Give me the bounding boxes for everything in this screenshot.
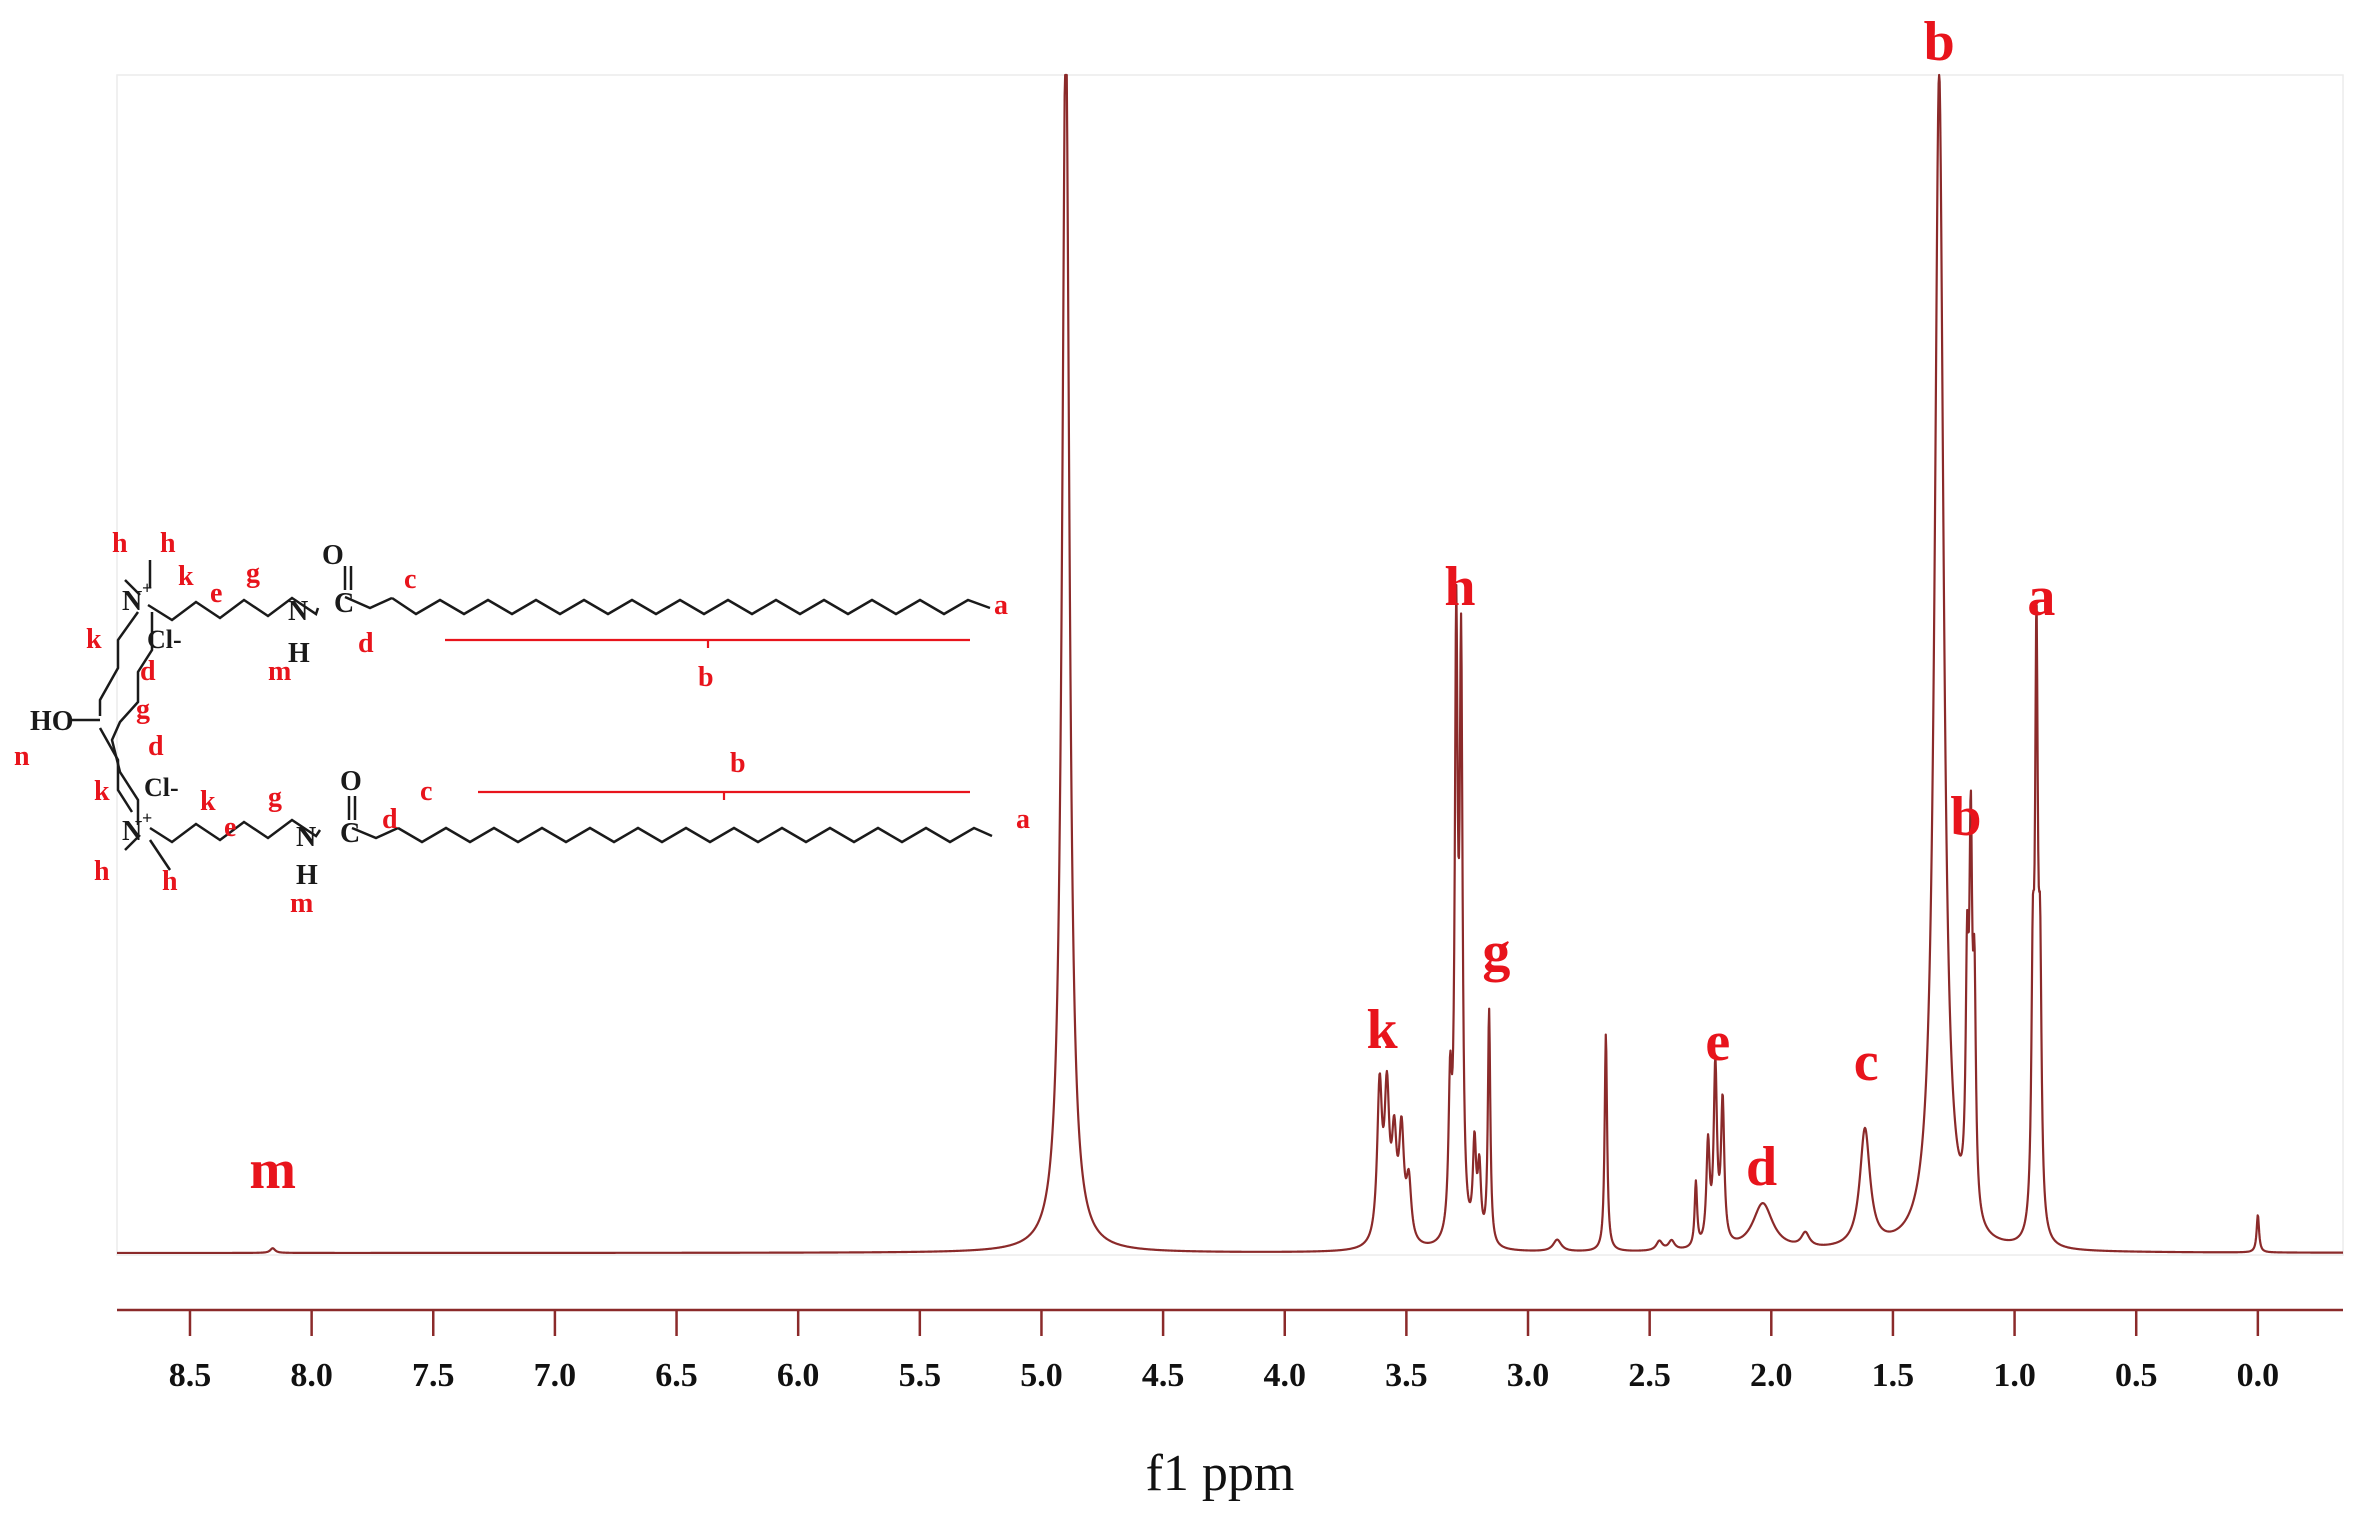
pos-label-core-g: g [136,694,150,725]
x-tick-label: 0.0 [2237,1357,2280,1394]
bond-bottom-methyl [124,834,141,851]
pos-label-top-a: a [994,590,1008,621]
pos-label-bottom-c: c [420,776,432,807]
atom-n-bottom: N [122,816,142,847]
peak-label-g: g [1482,921,1510,983]
bond-core-lower [98,727,134,813]
peak-label-k: k [1366,999,1398,1061]
atom-plus-bottom: + [142,808,152,828]
x-tick-label: 8.5 [169,1357,212,1394]
peak-label-c: c [1854,1031,1879,1093]
pos-label-top-g: g [246,558,260,589]
bond-bottom-tail [397,826,993,844]
structure-atoms: N + Cl- N H C HO Cl- N + N H C [30,578,360,891]
plot-frame [116,74,2344,1256]
atom-nh-bottom: N [296,822,316,853]
x-tick-label: 3.0 [1507,1357,1550,1394]
pos-label-top-o: O [322,540,344,571]
bond-top-tail [391,596,991,616]
atom-cl-top: Cl- [147,625,182,654]
x-tick-label: 2.5 [1628,1357,1671,1394]
x-tick-label: 2.0 [1750,1357,1793,1394]
pos-label-core-k1: k [86,624,102,655]
bond-top-methyl [124,579,141,596]
x-tick-label: 0.5 [2115,1357,2158,1394]
peak-label-b: b [1950,786,1981,848]
bond-bottom-methyl-2 [148,839,172,871]
pos-label-bottom-k2: k [200,786,216,817]
atom-plus-top: + [142,578,152,598]
x-tick-label: 5.5 [899,1357,942,1394]
structure-position-labels: h h k e g O c d m a b k d g d n k k e g … [14,528,1030,919]
x-axis-label: f1 ppm [1146,1445,1295,1502]
pos-label-top-h2: h [160,528,176,559]
chemical-structure: N + Cl- N H C HO Cl- N + N H C h h k e g… [14,528,1030,919]
spectrum-line [116,73,2344,1255]
atom-nh-top: N [288,596,308,627]
peak-label-d: d [1746,1136,1777,1198]
bond-top-linker [147,596,320,622]
x-tick-label: 6.0 [777,1357,820,1394]
bond-core-right [110,612,154,825]
bond-bottom-amide [351,826,399,840]
pos-label-bottom-h2: h [162,866,178,897]
x-tick-label: 6.5 [655,1357,698,1394]
pos-label-bottom-h1: h [94,856,110,887]
pos-label-top-e: e [210,578,222,609]
pos-label-core-d2: d [148,731,164,762]
x-tick-label: 4.0 [1263,1357,1306,1394]
peak-label-e: e [1705,1011,1730,1073]
pos-label-top-b: b [698,662,714,693]
x-tick-label: 1.5 [1872,1357,1915,1394]
pos-label-bottom-d: d [382,804,398,835]
pos-label-top-h1: h [112,528,128,559]
pos-label-bottom-g: g [268,782,282,813]
pos-label-bottom-m: m [290,888,313,919]
bond-core-left [98,611,140,716]
atom-h-bottom: H [296,860,318,891]
peak-label-a: a [2027,566,2055,628]
atom-c-bottom: C [340,818,360,849]
pos-label-core-d1: d [140,656,156,687]
pos-label-bottom-o: O [340,766,362,797]
peak-label-b: b [1924,11,1955,73]
pos-label-top-m: m [268,656,291,687]
bond-top-amide [344,595,393,610]
pos-label-bottom-b: b [730,748,746,779]
structure-bonds [70,560,993,871]
peak-label-m: m [249,1139,296,1201]
pos-label-top-d: d [358,628,374,659]
x-tick-label: 8.0 [290,1357,333,1394]
pos-label-bottom-k1: k [94,776,110,807]
pos-label-top-c: c [404,564,416,595]
x-tick-label: 7.5 [412,1357,455,1394]
x-tick-label: 7.0 [534,1357,577,1394]
x-axis-ticks: 8.5 8.0 7.5 7.0 6.5 6.0 5.5 5.0 4.5 4.0 3.5 3.0 2.5 2… [169,1310,2279,1394]
structure-b-brackets [445,638,970,800]
x-tick-label: 3.5 [1385,1357,1428,1394]
atom-h-top: H [288,638,310,669]
pos-label-bottom-a: a [1016,804,1030,835]
pos-label-top-k: k [178,561,194,592]
atom-c-top: C [334,588,354,619]
atom-cl-bottom: Cl- [144,773,179,802]
peak-label-h: h [1444,556,1475,618]
pos-label-core-n: n [14,741,30,772]
bond-bottom-linker [149,818,322,844]
x-tick-label: 5.0 [1020,1357,1063,1394]
atom-ho: HO [30,706,74,737]
x-tick-label: 1.0 [1993,1357,2036,1394]
pos-label-bottom-e: e [224,812,236,843]
x-tick-label: 4.5 [1142,1357,1185,1394]
atom-n-top: N [122,586,142,617]
